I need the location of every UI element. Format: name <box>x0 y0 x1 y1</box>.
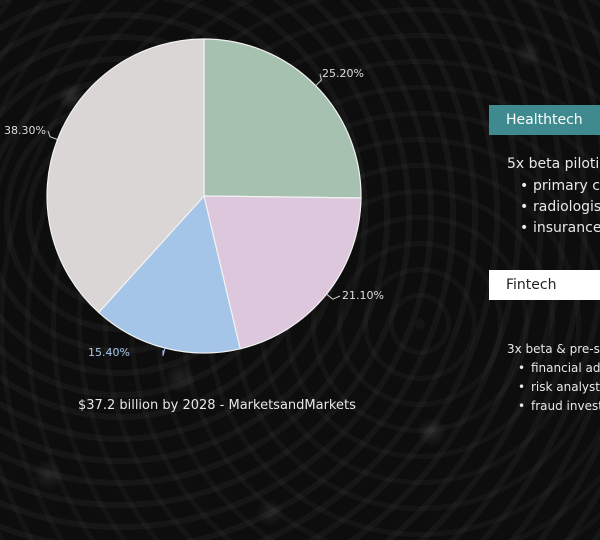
pie-slice <box>46 38 205 314</box>
healthtech-label: Healthtech <box>489 105 600 135</box>
leader-line <box>315 73 322 87</box>
list-item-text: financial ad <box>531 361 600 375</box>
list-item-text: radiologis <box>533 199 600 215</box>
slice-label: 25.20% <box>322 67 364 80</box>
fintech-list: • financial ad • risk analyst • fraud inves… <box>518 359 600 416</box>
slice-label: 21.10% <box>342 289 384 302</box>
source-caption: $37.2 billion by 2028 - MarketsandMarket… <box>78 398 356 413</box>
list-item: • financial ad <box>518 359 600 378</box>
bullet-icon: • <box>518 361 526 375</box>
list-item: • insurance <box>520 218 600 239</box>
leader-line <box>326 293 341 300</box>
healthtech-description: 5x beta piloti <box>507 156 600 172</box>
list-item: • fraud invest <box>518 397 600 416</box>
pie-slice <box>203 195 362 350</box>
bullet-icon: • <box>520 178 529 194</box>
list-item-text: fraud invest <box>531 399 600 413</box>
list-item-text: insurance <box>533 220 600 236</box>
list-item-text: risk analyst <box>531 380 600 394</box>
bullet-icon: • <box>520 199 529 215</box>
list-item: • primary c <box>520 176 600 197</box>
slice-label: 38.30% <box>4 124 46 137</box>
list-item-text: primary c <box>533 178 600 194</box>
healthtech-list: • primary c • radiologis • insurance <box>520 176 600 239</box>
leader-line <box>47 130 58 141</box>
list-item: • risk analyst <box>518 378 600 397</box>
bullet-icon: • <box>518 399 526 413</box>
bullet-icon: • <box>518 380 526 394</box>
list-item: • radiologis <box>520 197 600 218</box>
pie-slice <box>203 38 362 199</box>
fintech-label: Fintech <box>489 270 600 300</box>
pie-slice <box>97 194 241 354</box>
slice-label: 15.40% <box>88 346 130 359</box>
fintech-description: 3x beta & pre-s <box>507 342 600 356</box>
bullet-icon: • <box>520 220 529 236</box>
leader-line <box>162 347 166 356</box>
